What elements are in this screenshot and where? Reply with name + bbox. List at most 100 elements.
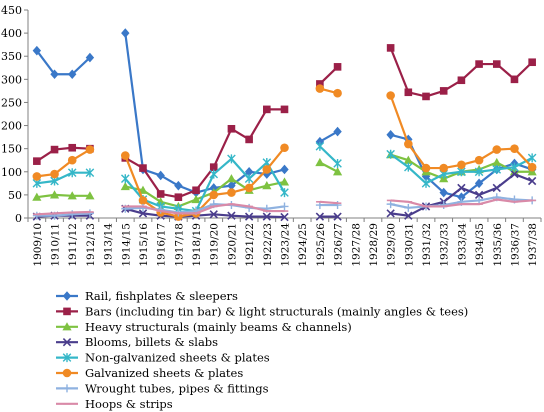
x-tick-label: 1931/32 (421, 223, 433, 267)
data-point (527, 176, 537, 186)
legend-label: Bars (including tin bar) & light structu… (85, 304, 468, 318)
legend-item: Blooms, billets & slabs (56, 335, 218, 349)
x-tick-label: 1929/30 (386, 223, 398, 267)
x-tick-label: 1914/15 (120, 223, 132, 267)
x-tick-label: 1912/13 (85, 223, 97, 267)
data-point (474, 167, 484, 177)
data-point (510, 169, 519, 179)
data-point (244, 166, 254, 177)
data-point (32, 211, 41, 220)
legend-label: Hoops & strips (85, 397, 173, 411)
data-point (475, 60, 483, 68)
legend-item: Rail, fishplates & sleepers (56, 289, 238, 303)
data-point (68, 69, 77, 80)
series-line (124, 147, 286, 218)
data-point (333, 126, 342, 137)
y-tick-label: 300 (1, 73, 22, 86)
data-point (422, 92, 430, 101)
y-tick-label: 150 (1, 143, 22, 156)
series-line (125, 207, 285, 219)
data-point (227, 154, 236, 164)
data-point (421, 163, 431, 173)
legend-label: Rail, fishplates & sleepers (85, 289, 238, 303)
data-point (510, 144, 519, 153)
x-tick-label: 1921/22 (244, 223, 256, 267)
data-point (528, 58, 536, 67)
data-point (474, 155, 484, 165)
x-tick-label: 1911/12 (67, 223, 79, 267)
data-point (32, 172, 42, 181)
data-point (457, 183, 466, 193)
data-point (315, 84, 325, 93)
data-point (33, 157, 41, 165)
data-point (262, 181, 272, 190)
y-tick-label: 200 (1, 120, 22, 133)
data-point (32, 192, 42, 201)
data-point (403, 155, 413, 164)
legend-item: Wrought tubes, pipes & fittings (56, 381, 269, 395)
data-point (439, 187, 448, 198)
series-hoops-strips (33, 198, 536, 216)
axes (27, 10, 541, 219)
x-tick-label: 1923/24 (280, 223, 292, 267)
series-non-galvanized-sheets-plates (32, 141, 537, 216)
data-point (67, 168, 77, 178)
data-point (244, 183, 254, 193)
x-axis-ticks: 1909/10 1910/11 1911/12 1912/13 1913/14 1914/… (27, 218, 542, 267)
data-point (121, 28, 130, 38)
data-point (386, 209, 395, 218)
data-point (174, 180, 183, 191)
x-tick-label: 1926/27 (333, 223, 345, 267)
data-point (492, 157, 502, 167)
data-point (404, 162, 413, 172)
data-point (227, 211, 236, 220)
data-point (174, 193, 183, 201)
legend-marker (63, 384, 71, 393)
x-tick-label: 1922/23 (262, 223, 274, 267)
data-point (209, 163, 218, 171)
data-point (85, 168, 95, 178)
legend-item: Heavy structurals (mainly beams & channe… (56, 320, 352, 334)
x-tick-label: 1920/21 (226, 223, 238, 267)
x-tick-label: 1928/29 (368, 223, 380, 267)
series-line (35, 50, 91, 76)
data-point (439, 87, 448, 95)
data-point (527, 153, 537, 163)
data-point (457, 192, 466, 202)
data-point (492, 145, 502, 154)
data-point (85, 191, 95, 200)
data-point (280, 202, 289, 211)
series-bars-including-tin-bar (33, 44, 536, 201)
data-point (315, 141, 325, 151)
data-point (315, 157, 325, 167)
legend-label: Heavy structurals (mainly beams & channe… (85, 320, 352, 334)
x-tick-label: 1919/20 (209, 223, 221, 267)
series-line (124, 108, 285, 199)
data-point (244, 212, 254, 221)
series-line (36, 146, 90, 163)
data-point (68, 143, 77, 152)
legend-label: Blooms, billets & slabs (85, 335, 218, 349)
y-tick-label: 400 (1, 27, 22, 40)
x-tick-label: 1937/38 (527, 223, 539, 267)
y-axis-ticks: 0 50 100 150 200 250 300 350 400 450 (1, 4, 28, 225)
y-tick-label: 450 (1, 4, 22, 17)
x-tick-label: 1933/34 (456, 223, 468, 267)
legend-marker (62, 291, 72, 301)
data-point (457, 160, 466, 170)
series-line (36, 212, 90, 217)
x-tick-label: 1936/37 (509, 223, 521, 267)
data-point (49, 190, 60, 199)
data-point (386, 149, 395, 159)
data-point (333, 212, 342, 221)
x-tick-label: 1932/33 (439, 223, 451, 267)
data-point (156, 170, 165, 181)
series-line (36, 171, 90, 185)
x-tick-label: 1930/31 (403, 223, 415, 267)
series-line (36, 193, 90, 199)
data-point (279, 177, 290, 186)
x-tick-label: 1913/14 (103, 223, 115, 267)
data-point (245, 135, 253, 144)
legend-item: Hoops & strips (56, 397, 173, 411)
